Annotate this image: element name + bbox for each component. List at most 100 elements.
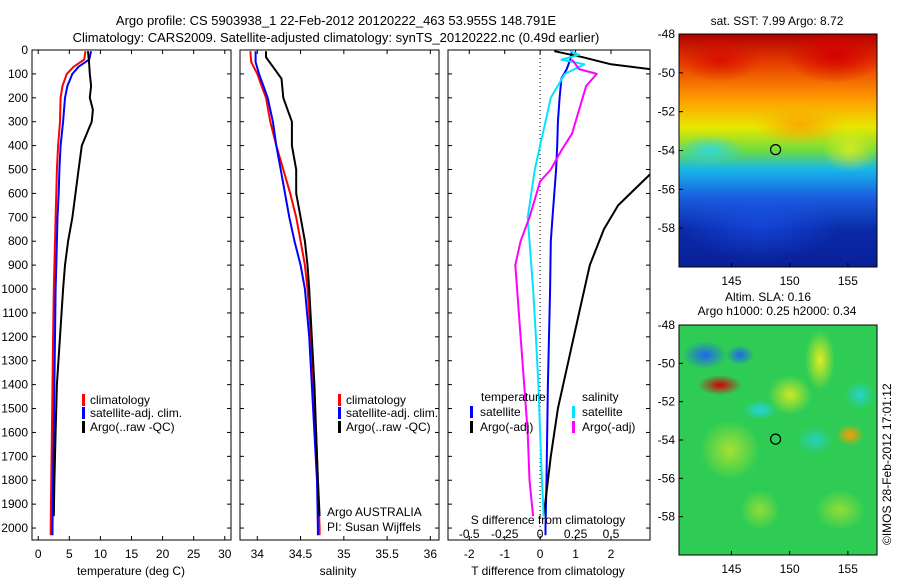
legend-swatch-climatology: [82, 394, 85, 406]
legend-label-climatology: climatology: [346, 393, 406, 407]
series-line: [51, 50, 93, 536]
y-tick-label: 1100: [2, 306, 28, 320]
sla-anomaly: [836, 424, 864, 446]
series-line: [514, 59, 598, 517]
sla-map-axes: 145 150 155 -48 -50 -52 -54 -56 -58: [658, 318, 859, 576]
series-line: [254, 51, 319, 536]
legend-swatch-argo: [338, 421, 341, 433]
sla-anomaly: [742, 400, 778, 420]
y-tick-label: 1500: [1, 402, 28, 416]
map-y-tick-label: -54: [658, 144, 676, 158]
x-tick-label: 36: [424, 547, 438, 561]
legend-title-salinity: salinity: [582, 390, 619, 404]
x-tick-label: 10: [94, 547, 108, 561]
y-tick-label: 500: [8, 163, 28, 177]
map-y-tick-label: -58: [658, 221, 676, 235]
sst-warm-patch: [785, 34, 877, 83]
series-line: [265, 51, 321, 517]
salinity-plot-frame: [239, 49, 440, 541]
map-x-tick-label: 145: [721, 562, 741, 576]
sla-anomaly: [740, 490, 780, 530]
x-tick-label: 2: [608, 547, 615, 561]
legend-label-argo: Argo(..raw -QC): [346, 420, 431, 434]
legend-swatch-argo: [82, 421, 85, 433]
s-tick-label: -0.25: [491, 527, 519, 541]
series-group: [514, 50, 650, 536]
series-group: [49, 50, 94, 536]
sla-map-title-line2: Argo h1000: 0.25 h2000: 0.34: [698, 304, 857, 318]
y-tick-label: 300: [8, 115, 28, 129]
map-y-tick-label: -48: [658, 318, 676, 332]
legend-label-satellite: satellite-adj. clim.: [90, 406, 182, 420]
sla-map-title-line1: Altim. SLA: 0.16: [725, 290, 811, 304]
legend-swatch-s-satellite: [572, 406, 575, 418]
y-tick-label: 900: [8, 258, 28, 272]
legend-title-temperature: temperature: [481, 390, 546, 404]
sla-anomaly: [698, 375, 742, 395]
figure-title-line2: Climatology: CARS2009. Satellite-adjuste…: [73, 30, 600, 45]
difference-plot-frame: [447, 49, 651, 541]
map-x-tick-label: 150: [780, 274, 800, 288]
y-tick-label: 200: [8, 91, 28, 105]
s-difference-label: S difference from climatology: [471, 513, 626, 527]
sst-front-patch: [755, 105, 845, 145]
x-tick-label: 0: [35, 547, 42, 561]
x-tick-label: 5: [66, 547, 73, 561]
map-y-tick-label: -48: [658, 27, 676, 41]
x-tick-label: 25: [187, 547, 201, 561]
x-tick-label: 34.5: [289, 547, 313, 561]
legend-swatch-t-argo: [470, 421, 473, 433]
map-y-tick-label: -58: [658, 510, 676, 524]
map-y-tick-label: -50: [658, 66, 676, 80]
y-tick-label: 400: [8, 139, 28, 153]
sst-cold-patch: [680, 190, 840, 260]
sst-map-axes: 145 150 155 -48 -50 -52 -54 -56 -58: [658, 27, 859, 288]
sla-anomaly: [683, 341, 727, 369]
legend-swatch-satellite: [82, 407, 85, 419]
imos-credit: ©IMOS 28-Feb-2012 17:01:12: [880, 383, 894, 545]
legend-label-s-satellite: satellite: [582, 405, 623, 419]
figure-title-line1: Argo profile: CS 5903938_1 22-Feb-2012 2…: [116, 13, 557, 28]
sst-map: [679, 34, 877, 267]
map-y-tick-label: -56: [658, 182, 676, 196]
legend-label-t-satellite: satellite: [480, 405, 521, 419]
difference-xlabel: T difference from climatology: [471, 564, 625, 578]
y-tick-label: 0: [21, 43, 28, 57]
difference-legend: temperature salinity satellite Argo(-adj…: [470, 390, 635, 434]
s-tick-label: 0.5: [603, 527, 620, 541]
legend-label-t-argo: Argo(-adj): [480, 420, 533, 434]
sst-map-title: sat. SST: 7.99 Argo: 8.72: [711, 14, 844, 28]
sst-warm-patch: [680, 38, 760, 82]
salinity-legend: climatology satellite-adj. clim. Argo(..…: [338, 393, 438, 434]
y-tick-label: 2000: [1, 521, 28, 535]
s-tick-label: 0.25: [564, 527, 588, 541]
x-tick-label: 34: [251, 547, 265, 561]
argo-position-marker: [769, 144, 782, 156]
temperature-xlabel: temperature (deg C): [77, 564, 185, 578]
series-line: [526, 50, 586, 517]
legend-label-climatology: climatology: [90, 393, 150, 407]
sla-anomaly: [768, 375, 812, 415]
y-tick-label: 1200: [1, 330, 28, 344]
sst-front-patch: [822, 128, 877, 172]
sla-anomaly: [815, 490, 865, 530]
y-tick-label: 600: [8, 186, 28, 200]
map-y-tick-label: -50: [658, 356, 676, 370]
series-line: [49, 51, 87, 536]
legend-swatch-s-argo: [572, 421, 575, 433]
sla-anomaly: [805, 330, 835, 390]
y-tick-label: 1700: [1, 449, 28, 463]
legend-swatch-satellite: [338, 407, 341, 419]
argo-program-label: Argo AUSTRALIA: [327, 505, 422, 519]
sla-anomaly: [726, 345, 754, 365]
y-tick-label: 100: [8, 67, 28, 81]
x-tick-label: 30: [218, 547, 232, 561]
series-group: [249, 51, 321, 536]
map-y-tick-label: -54: [658, 433, 676, 447]
x-tick-label: 1: [572, 547, 579, 561]
y-tick-label: 1800: [1, 473, 28, 487]
sst-front-patch: [679, 135, 745, 165]
sla-anomaly: [700, 420, 760, 480]
legend-label-satellite: satellite-adj. clim.: [346, 406, 438, 420]
